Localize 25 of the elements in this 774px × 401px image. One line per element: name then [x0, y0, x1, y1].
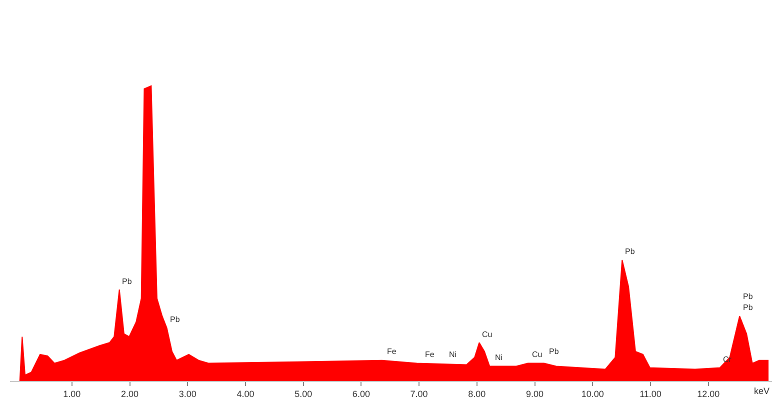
- annotation: Fe: [425, 350, 435, 359]
- x-tick-label: 9.00: [526, 388, 544, 399]
- annotation: Pb: [625, 247, 636, 256]
- x-tick-label: 3.00: [178, 388, 196, 399]
- x-tick-label: 1.00: [63, 388, 81, 399]
- x-tick-label: 8.00: [468, 388, 486, 399]
- annotation: Pb: [549, 347, 560, 356]
- annotation: Ni: [449, 350, 457, 359]
- x-tick-label: 11.00: [640, 388, 662, 399]
- annotation: Cu: [532, 350, 542, 359]
- annotation: Pb: [743, 303, 754, 312]
- annotation: Cu: [482, 330, 492, 339]
- x-tick-label: 7.00: [410, 388, 428, 399]
- x-tick-label: 5.00: [294, 388, 312, 399]
- annotation: Pb: [122, 277, 132, 286]
- x-tick-label: 6.00: [352, 388, 370, 399]
- annotation: Pb: [170, 315, 180, 324]
- annotation: Pb: [743, 292, 754, 301]
- x-tick-label: 12.00: [697, 388, 720, 399]
- x-tick-label: 4.00: [236, 388, 254, 399]
- x-axis-title: keV: [754, 386, 770, 396]
- x-tick-label: 2.00: [121, 388, 139, 399]
- annotation: Ni: [495, 353, 503, 362]
- annotation: Fe: [387, 347, 397, 356]
- x-tick-label: 10.00: [581, 388, 604, 399]
